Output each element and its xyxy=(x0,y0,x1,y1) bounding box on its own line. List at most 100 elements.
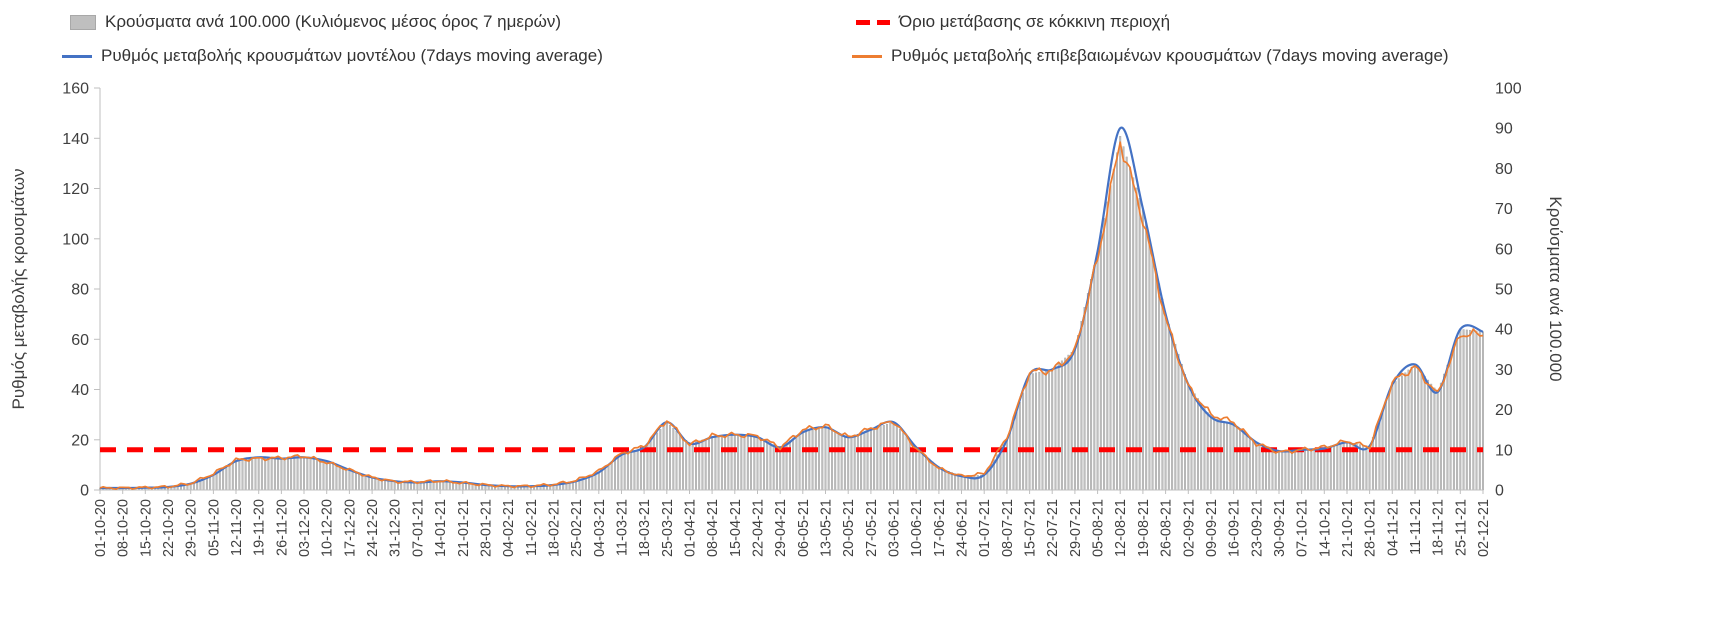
svg-text:0: 0 xyxy=(1495,483,1504,500)
svg-text:10-06-21: 10-06-21 xyxy=(909,499,925,557)
svg-text:18-02-21: 18-02-21 xyxy=(546,499,562,557)
svg-text:07-10-21: 07-10-21 xyxy=(1295,499,1311,557)
svg-text:06-05-21: 06-05-21 xyxy=(796,499,812,557)
svg-text:11-02-21: 11-02-21 xyxy=(524,499,540,556)
left-axis-tick-labels: 0 20 40 60 80 100 120 140 160 xyxy=(62,81,89,500)
left-axis-title: Ρυθμός μεταβολής κρουσμάτων xyxy=(9,169,28,410)
svg-text:29-07-21: 29-07-21 xyxy=(1068,499,1084,557)
svg-text:04-11-21: 04-11-21 xyxy=(1385,499,1401,556)
svg-text:05-11-20: 05-11-20 xyxy=(206,499,222,556)
svg-text:11-11-21: 11-11-21 xyxy=(1408,499,1424,555)
svg-text:40: 40 xyxy=(1495,322,1513,339)
svg-text:21-01-21: 21-01-21 xyxy=(456,499,472,557)
svg-text:80: 80 xyxy=(71,282,89,299)
svg-text:29-04-21: 29-04-21 xyxy=(773,499,789,557)
legend-item-cases-per-100k: Κρούσματα ανά 100.000 (Κυλιόμενος μέσος … xyxy=(70,12,561,32)
confirmed-rate-line xyxy=(99,141,1484,491)
svg-text:27-05-21: 27-05-21 xyxy=(864,499,880,557)
legend-item-confirmed-rate: Ρυθμός μεταβολής επιβεβαιωμένων κρουσμάτ… xyxy=(852,46,1449,66)
x-axis-tick-labels: 01-10-20 08-10-20 15-10-20 22-10-20 29-10-20… xyxy=(93,499,1492,557)
svg-text:02-09-21: 02-09-21 xyxy=(1181,499,1197,557)
svg-text:26-11-20: 26-11-20 xyxy=(274,499,290,556)
svg-text:140: 140 xyxy=(62,131,89,148)
svg-text:10: 10 xyxy=(1495,442,1513,459)
svg-text:17-12-20: 17-12-20 xyxy=(342,499,358,557)
svg-text:20: 20 xyxy=(71,432,89,449)
blue-line-swatch-icon xyxy=(62,54,92,58)
svg-text:01-07-21: 01-07-21 xyxy=(977,499,993,557)
svg-text:90: 90 xyxy=(1495,121,1513,138)
svg-text:24-12-20: 24-12-20 xyxy=(365,499,381,557)
svg-text:01-10-20: 01-10-20 xyxy=(93,499,109,557)
svg-text:11-03-21: 11-03-21 xyxy=(615,499,631,556)
svg-text:28-01-21: 28-01-21 xyxy=(478,499,494,557)
svg-text:30: 30 xyxy=(1495,362,1513,379)
svg-text:10-12-20: 10-12-20 xyxy=(320,499,336,557)
svg-text:25-02-21: 25-02-21 xyxy=(569,499,585,557)
axes xyxy=(94,87,1484,494)
svg-text:23-09-21: 23-09-21 xyxy=(1249,499,1265,557)
svg-text:19-11-20: 19-11-20 xyxy=(252,499,268,556)
svg-text:15-04-21: 15-04-21 xyxy=(728,499,744,557)
svg-text:01-04-21: 01-04-21 xyxy=(683,499,699,557)
svg-text:16-09-21: 16-09-21 xyxy=(1227,499,1243,557)
svg-text:22-07-21: 22-07-21 xyxy=(1045,499,1061,557)
right-axis-tick-labels: 0 10 20 30 40 50 60 70 80 90 100 xyxy=(1495,81,1522,500)
svg-text:04-02-21: 04-02-21 xyxy=(501,499,517,557)
svg-text:18-03-21: 18-03-21 xyxy=(637,499,653,557)
svg-text:28-10-21: 28-10-21 xyxy=(1363,499,1379,557)
svg-text:50: 50 xyxy=(1495,282,1513,299)
svg-text:02-12-21: 02-12-21 xyxy=(1476,499,1492,557)
legend-item-red-zone-threshold: Όριο μετάβασης σε κόκκινη περιοχή xyxy=(856,12,1170,32)
svg-text:14-01-21: 14-01-21 xyxy=(433,499,449,557)
svg-text:17-06-21: 17-06-21 xyxy=(932,499,948,557)
right-axis-title: Κρούσματα ανά 100.000 xyxy=(1546,196,1565,381)
svg-text:05-08-21: 05-08-21 xyxy=(1091,499,1107,557)
legend-item-model-rate: Ρυθμός μεταβολής κρουσμάτων μοντέλου (7d… xyxy=(62,46,603,66)
svg-text:26-08-21: 26-08-21 xyxy=(1159,499,1175,557)
legend-label-cases-per-100k: Κρούσματα ανά 100.000 (Κυλιόμενος μέσος … xyxy=(105,12,562,31)
svg-text:15-07-21: 15-07-21 xyxy=(1023,499,1039,557)
svg-text:20: 20 xyxy=(1495,402,1513,419)
svg-text:29-10-20: 29-10-20 xyxy=(184,499,200,557)
orange-line-swatch-icon xyxy=(852,54,882,58)
svg-text:100: 100 xyxy=(1495,81,1522,98)
svg-text:13-05-21: 13-05-21 xyxy=(819,499,835,557)
svg-text:70: 70 xyxy=(1495,201,1513,218)
svg-text:80: 80 xyxy=(1495,161,1513,178)
svg-text:21-10-21: 21-10-21 xyxy=(1340,499,1356,557)
gray-bar-swatch-icon xyxy=(70,14,96,30)
svg-text:100: 100 xyxy=(62,231,89,248)
svg-text:07-01-21: 07-01-21 xyxy=(410,499,426,557)
red-dashed-line-swatch-icon xyxy=(856,19,890,25)
svg-text:120: 120 xyxy=(62,181,89,198)
svg-text:160: 160 xyxy=(62,81,89,98)
svg-text:31-12-20: 31-12-20 xyxy=(388,499,404,557)
svg-text:08-04-21: 08-04-21 xyxy=(705,499,721,557)
svg-text:22-10-20: 22-10-20 xyxy=(161,499,177,557)
svg-text:03-12-20: 03-12-20 xyxy=(297,499,313,557)
svg-text:30-09-21: 30-09-21 xyxy=(1272,499,1288,557)
svg-text:60: 60 xyxy=(71,332,89,349)
svg-text:14-10-21: 14-10-21 xyxy=(1317,499,1333,557)
svg-text:25-11-21: 25-11-21 xyxy=(1453,499,1469,556)
model-rate-line xyxy=(100,126,1484,490)
svg-text:24-06-21: 24-06-21 xyxy=(955,499,971,557)
svg-text:12-11-20: 12-11-20 xyxy=(229,499,245,556)
svg-text:18-11-21: 18-11-21 xyxy=(1431,499,1447,556)
svg-text:25-03-21: 25-03-21 xyxy=(660,499,676,557)
svg-text:20-05-21: 20-05-21 xyxy=(841,499,857,557)
svg-text:12-08-21: 12-08-21 xyxy=(1113,499,1129,557)
svg-text:60: 60 xyxy=(1495,241,1513,258)
legend-label-confirmed-rate: Ρυθμός μεταβολής επιβεβαιωμένων κρουσμάτ… xyxy=(891,46,1449,65)
svg-text:15-10-20: 15-10-20 xyxy=(138,499,154,557)
legend-label-red-zone-threshold: Όριο μετάβασης σε κόκκινη περιοχή xyxy=(899,12,1171,31)
svg-text:04-03-21: 04-03-21 xyxy=(592,499,608,557)
svg-text:08-07-21: 08-07-21 xyxy=(1000,499,1016,557)
svg-text:08-10-20: 08-10-20 xyxy=(116,499,132,557)
svg-text:03-06-21: 03-06-21 xyxy=(887,499,903,557)
legend-label-model-rate: Ρυθμός μεταβολής κρουσμάτων μοντέλου (7d… xyxy=(101,46,603,65)
svg-text:40: 40 xyxy=(71,382,89,399)
